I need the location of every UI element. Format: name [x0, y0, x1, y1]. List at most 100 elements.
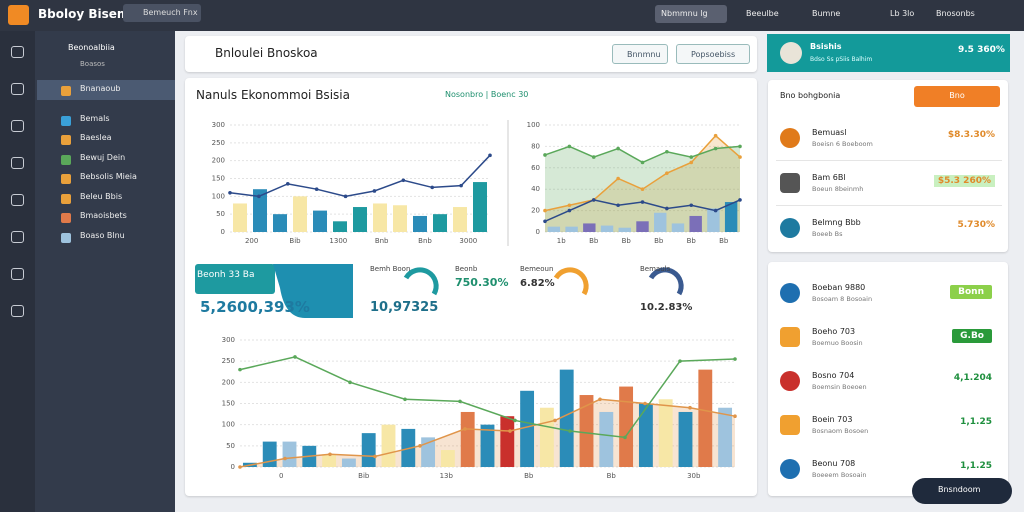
line-point [285, 182, 290, 186]
list-sub: Boeun 8beinmh [812, 185, 864, 193]
line-point [430, 185, 435, 190]
dashboard-title: Nanuls Ekonommoi Bsisia [196, 88, 350, 102]
list-icon [780, 371, 800, 391]
x-tick-label: Bb [719, 237, 729, 245]
list-name: Bosno 704 [812, 371, 855, 380]
list-sub: Boemsin Boeoen [812, 383, 867, 391]
nav-item[interactable]: Baeslea [80, 133, 112, 142]
bar [381, 424, 396, 467]
list-name: Belmng Bbb [812, 218, 861, 227]
nav-icon [61, 86, 71, 96]
header-title: Bnloulei Bnoskoa [215, 46, 318, 60]
kpi-banner [195, 264, 275, 294]
line-point [238, 367, 242, 372]
nav-icon [11, 231, 24, 243]
line-point [543, 219, 547, 224]
summary-banner [767, 34, 1010, 72]
line-point [640, 200, 645, 204]
y-tick-label: 60 [531, 164, 540, 172]
list-a-card [768, 80, 1008, 252]
bar [353, 207, 367, 232]
nav-active [37, 80, 175, 100]
top-action[interactable]: Bnosonbs [936, 9, 975, 18]
line-point [713, 133, 718, 138]
list-icon [780, 173, 800, 193]
line-point [591, 155, 596, 159]
y-tick-label: 80 [531, 142, 540, 150]
bar [253, 189, 267, 232]
line-point [689, 203, 694, 208]
bar [718, 407, 733, 467]
nav-icon [61, 232, 71, 243]
bar [600, 225, 614, 232]
list-icon [780, 218, 800, 238]
header-button[interactable]: Popsoebiss [676, 44, 750, 64]
list-sub: Boemuo Boosin [812, 339, 863, 347]
dashboard-legend: Nosonbro | Boenc 30 [445, 90, 529, 99]
list-icon [780, 283, 800, 303]
x-tick-label: Bb [654, 237, 664, 245]
x-tick-label: 200 [245, 237, 258, 245]
y-tick-label: 40 [531, 185, 540, 193]
list-sub: Bosnaom Bosoen [812, 427, 869, 435]
tab-button[interactable]: Bno [914, 86, 1000, 107]
bar [654, 212, 667, 232]
line-point [459, 183, 463, 188]
list-icon [780, 459, 800, 479]
nav-item[interactable]: Bebsolis Mieia [80, 172, 137, 181]
nav-subtitle: Boasos [80, 60, 105, 68]
kpi-value: 5,2600,393% [200, 298, 310, 316]
x-tick-label: 0 [279, 472, 283, 480]
list-name: Bam 6Bl [812, 173, 846, 182]
nav-icon [11, 268, 24, 280]
line-point [567, 144, 572, 149]
header-button[interactable]: Bnnmnu [612, 44, 668, 64]
line-point [283, 456, 287, 461]
dashboard-card: 0 50 100 150 200 250 300 200 Bib 1300 Bnb Bnb 3000 0 2… [185, 78, 757, 496]
line-point [689, 160, 694, 165]
line-point [598, 397, 602, 402]
bar [500, 416, 515, 467]
icon-rail [0, 31, 35, 512]
nav-item[interactable]: Beleu Bbis [80, 191, 123, 201]
bar [341, 458, 356, 467]
bar [413, 215, 427, 232]
top-action[interactable]: Lb 3lo [890, 9, 915, 18]
line-point [513, 418, 517, 423]
top-action[interactable]: Nbmmnu lg [655, 5, 727, 23]
line-point [665, 149, 669, 154]
nav-item[interactable]: Bnanaoub [80, 84, 121, 93]
nav-item[interactable]: Bemals [80, 113, 110, 123]
avatar [780, 42, 802, 64]
nav-item[interactable]: Boaso Blnu [80, 230, 125, 240]
tab[interactable]: Bno bohgbonia [780, 91, 841, 100]
line-point [508, 429, 512, 433]
line [239, 398, 736, 468]
top-action[interactable]: Bumne [812, 9, 841, 18]
y-tick-label: 200 [212, 157, 225, 165]
bar [636, 221, 649, 232]
bar [583, 223, 596, 232]
line-point [463, 427, 467, 431]
bar [559, 369, 574, 467]
list-name: Boeho 703 [812, 327, 856, 336]
nav-item[interactable]: Bewuj Dein [80, 152, 126, 162]
x-tick-label: 1300 [329, 237, 347, 245]
search[interactable]: Bemeuch Fnx [123, 4, 201, 22]
y-tick-label: 50 [226, 442, 235, 450]
bar [293, 196, 307, 232]
line-point [567, 208, 572, 213]
bar [678, 411, 693, 467]
line-point [543, 153, 547, 157]
gauge [553, 267, 589, 296]
top-action[interactable]: Beeulbe [746, 9, 779, 18]
nav-item[interactable]: Bmaoisbets [80, 211, 127, 220]
line-point [733, 357, 737, 361]
chat-button[interactable]: Bnsndoom [912, 478, 1012, 504]
list-sub: Boeisn 6 Boeboom [812, 140, 873, 148]
bar [539, 407, 554, 467]
gauge [403, 267, 439, 296]
line-point [738, 155, 742, 159]
bar [262, 441, 277, 467]
line-point [401, 178, 406, 183]
